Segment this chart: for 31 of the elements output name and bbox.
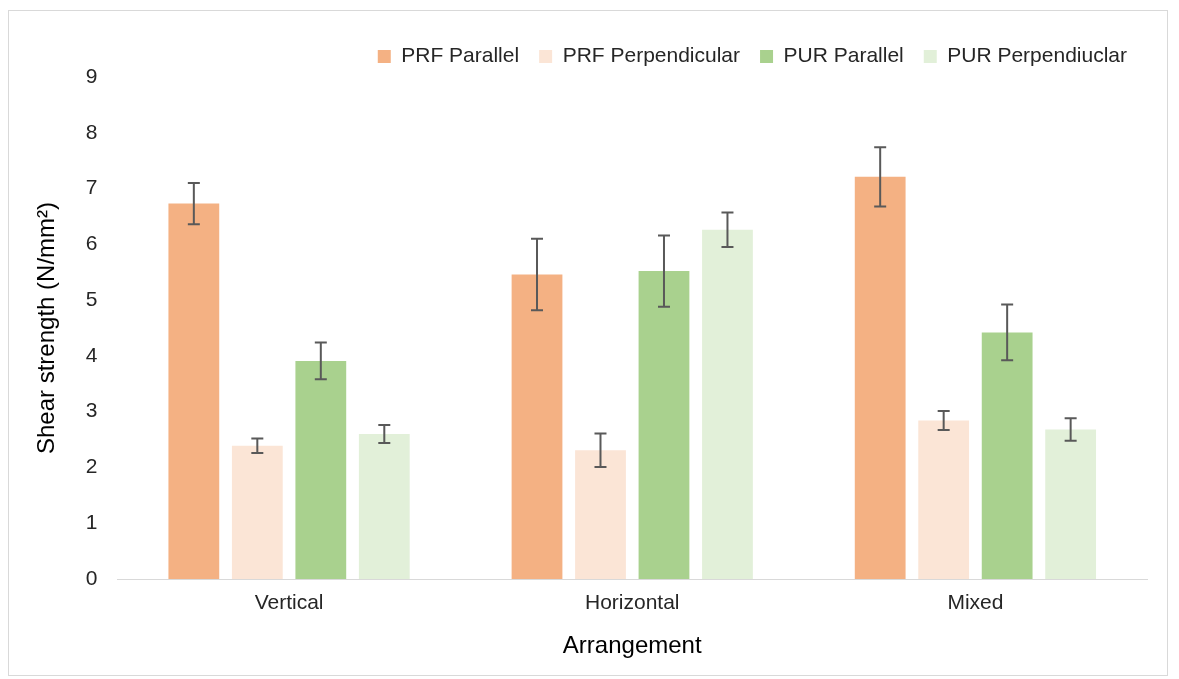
y-tick-label: 4 [85, 342, 98, 366]
x-axis-title: Arrangement [562, 631, 702, 659]
y-tick-label: 3 [85, 398, 98, 422]
y-tick-label: 2 [85, 454, 98, 478]
bar [918, 420, 970, 579]
bar [511, 274, 563, 579]
y-tick-label: 0 [85, 565, 98, 589]
bar [295, 360, 347, 579]
y-tick-label: 9 [85, 63, 98, 87]
bar [1045, 429, 1097, 579]
bar [231, 445, 283, 579]
y-tick-label: 8 [85, 119, 98, 143]
bar [981, 332, 1033, 579]
x-tick-label: Vertical [254, 590, 324, 614]
x-tick-label: Horizontal [584, 590, 680, 614]
x-tick-label: Mixed [947, 590, 1004, 614]
legend-label: PUR Parallel [783, 43, 904, 67]
bar [358, 433, 410, 579]
y-axis-title: Shear strength (N/mm²) [32, 201, 60, 455]
legend-label: PUR Perpendiuclar [947, 43, 1128, 67]
y-tick-label: 7 [85, 175, 98, 199]
bar [168, 203, 220, 579]
y-tick-label: 1 [85, 510, 98, 534]
bar [854, 176, 906, 579]
legend-label: PRF Perpendicular [562, 43, 741, 67]
bar [575, 450, 626, 579]
bar [702, 229, 753, 579]
legend-label: PRF Parallel [401, 43, 520, 67]
bar [638, 271, 690, 579]
y-tick-label: 6 [85, 231, 98, 255]
y-tick-label: 5 [85, 286, 98, 310]
